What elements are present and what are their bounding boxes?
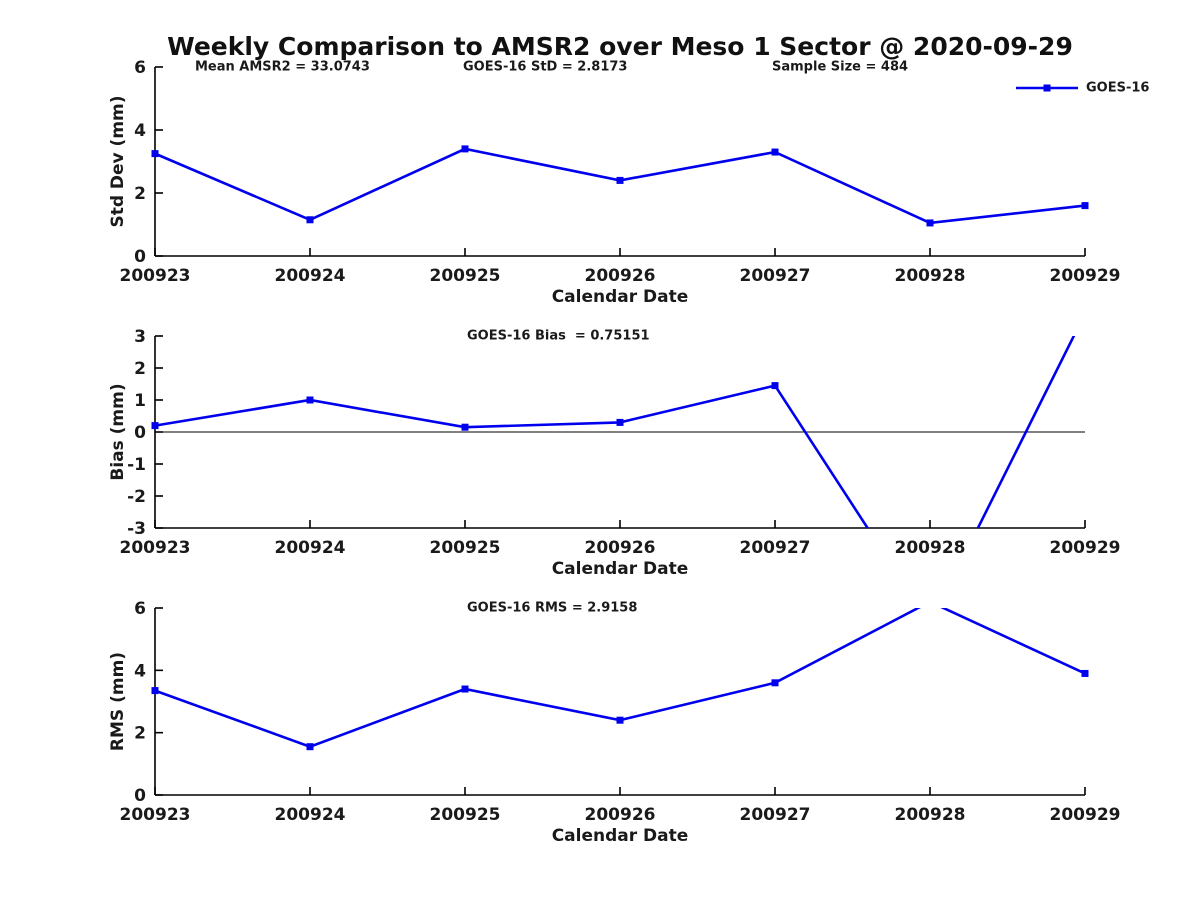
x-tick-label: 200926	[585, 538, 656, 558]
x-tick-label: 200928	[895, 538, 966, 558]
data-point-marker	[1082, 310, 1089, 317]
data-point-marker	[461, 145, 469, 153]
data-point-marker	[1081, 669, 1089, 677]
x-tick-label: 200929	[1050, 538, 1121, 558]
x-tick-label: 200926	[585, 805, 656, 825]
x-tick-label: 200926	[585, 266, 656, 286]
x-tick-label: 200929	[1050, 266, 1121, 286]
x-tick-label: 200928	[895, 805, 966, 825]
x-tick-label: 200924	[275, 266, 346, 286]
x-tick-label: 200925	[430, 805, 501, 825]
x-tick-label: 200923	[120, 266, 191, 286]
x-tick-label: 200924	[275, 805, 346, 825]
figure-title: Weekly Comparison to AMSR2 over Meso 1 S…	[167, 32, 1073, 61]
data-point-marker	[151, 422, 159, 430]
y-tick-label: 1	[134, 391, 146, 411]
x-tick-label: 200925	[430, 538, 501, 558]
data-point-marker	[771, 382, 779, 390]
stddev-chart: 0 2 4 6 200923 200924 200925 200926 200927 200928…	[108, 58, 1149, 307]
goes16-series	[151, 145, 1089, 227]
y-tick-label: 0	[134, 247, 146, 267]
data-point-marker	[927, 621, 934, 628]
x-axis-label: Calendar Date	[552, 287, 689, 307]
bias-chart: -3 -2 -1 0 1 2 3 200923 200924 200925 200926 200927…	[108, 310, 1121, 628]
data-point-marker	[616, 716, 624, 724]
y-tick-label: -2	[127, 487, 146, 507]
y-tick-label: 4	[134, 661, 146, 681]
rms-chart: 0 2 4 6 200923 200924 200925 200926 200927 200928…	[108, 598, 1121, 846]
goes16-series	[151, 598, 1089, 751]
data-point-marker	[306, 743, 314, 751]
x-tick-label: 200928	[895, 266, 966, 286]
x-tick-label: 200929	[1050, 805, 1121, 825]
goes16-series	[151, 310, 1089, 628]
data-point-marker	[926, 219, 934, 227]
y-tick-label: -1	[127, 455, 146, 475]
y-tick-label: 2	[134, 359, 146, 379]
data-point-marker	[461, 685, 469, 693]
y-tick-label: 0	[134, 786, 146, 806]
bias-annotation: GOES-16 Bias = 0.75151	[467, 329, 650, 344]
x-axis-label: Calendar Date	[552, 826, 689, 846]
stddev-annotation: GOES-16 StD = 2.8173	[463, 60, 627, 75]
y-tick-label: 6	[134, 599, 146, 619]
y-axis-label: Bias (mm)	[108, 383, 128, 480]
y-tick-label: 0	[134, 423, 146, 443]
data-point-marker	[306, 396, 314, 404]
x-axis-label: Calendar Date	[552, 559, 689, 579]
rms-annotation: GOES-16 RMS = 2.9158	[467, 601, 637, 616]
x-tick-label: 200927	[740, 538, 811, 558]
x-tick-label: 200923	[120, 805, 191, 825]
data-point-marker	[771, 679, 779, 687]
data-point-marker	[616, 418, 624, 426]
stddev-annotation: Sample Size = 484	[772, 60, 908, 75]
data-point-marker	[461, 423, 469, 431]
x-tick-label: 200924	[275, 538, 346, 558]
goes16-line	[154, 147, 1086, 225]
y-tick-label: 2	[134, 724, 146, 744]
y-axis-label: Std Dev (mm)	[108, 95, 128, 227]
x-tick-label: 200923	[120, 538, 191, 558]
data-point-marker	[306, 216, 314, 224]
goes16-line	[154, 608, 1086, 749]
y-tick-label: 2	[134, 184, 146, 204]
data-point-marker	[1081, 202, 1089, 210]
x-tick-label: 200925	[430, 266, 501, 286]
legend-label: GOES-16	[1086, 81, 1149, 96]
x-tick-label: 200927	[740, 266, 811, 286]
y-tick-label: -3	[127, 519, 146, 539]
stddev-annotation: Mean AMSR2 = 33.0743	[195, 60, 370, 75]
legend-marker	[1043, 84, 1051, 92]
data-point-marker	[771, 148, 779, 156]
data-point-marker	[616, 176, 624, 184]
y-tick-label: 6	[134, 58, 146, 78]
y-axis-label: RMS (mm)	[108, 652, 128, 751]
y-tick-label: 4	[134, 121, 146, 141]
data-point-marker	[151, 687, 159, 695]
data-point-marker	[151, 150, 159, 158]
y-tick-label: 3	[134, 327, 146, 347]
legend: GOES-16	[1016, 81, 1149, 96]
data-point-marker	[927, 598, 934, 605]
x-tick-label: 200927	[740, 805, 811, 825]
